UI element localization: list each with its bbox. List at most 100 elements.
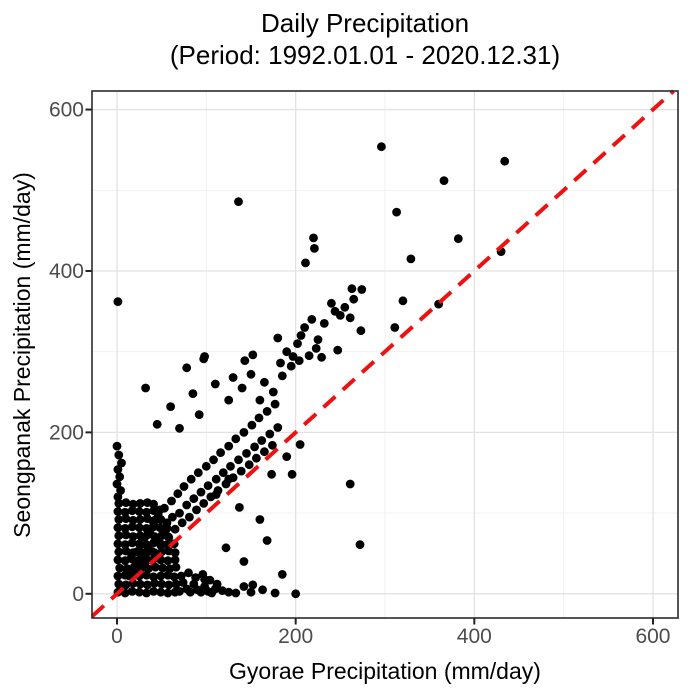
data-point [175, 587, 184, 596]
data-point [231, 434, 241, 444]
data-point [273, 423, 283, 432]
data-point [134, 523, 144, 532]
data-point [248, 350, 258, 360]
x-tick-label: 200 [278, 625, 313, 648]
data-point [231, 588, 241, 598]
data-point [114, 531, 124, 541]
data-point [201, 461, 211, 471]
data-point [121, 530, 131, 540]
data-point [327, 298, 336, 308]
data-point [500, 156, 510, 166]
data-point [390, 323, 400, 332]
data-point [293, 339, 302, 348]
data-point [188, 389, 198, 398]
data-point [117, 458, 126, 468]
data-point [301, 258, 310, 268]
data-point [291, 589, 301, 599]
data-point [113, 297, 123, 306]
data-point [127, 587, 137, 596]
data-point [260, 447, 269, 457]
data-point [114, 547, 124, 557]
y-axis-title: Seongpanak Precipitation (mm/day) [9, 172, 35, 538]
data-point [112, 441, 122, 451]
data-point [246, 587, 256, 597]
data-point [255, 395, 265, 405]
data-point [156, 541, 166, 550]
data-point [224, 395, 234, 405]
data-point [398, 296, 408, 306]
data-point [171, 562, 181, 572]
x-tick-label: 400 [457, 625, 492, 648]
data-point [128, 499, 138, 509]
data-point [216, 448, 226, 457]
data-point [453, 234, 463, 244]
data-point [270, 399, 280, 409]
data-point [191, 573, 201, 582]
data-point [199, 499, 209, 508]
data-point [135, 499, 145, 508]
y-tick-labels: 0 200 400 600 [49, 99, 84, 606]
data-point [268, 387, 278, 397]
data-point [156, 587, 166, 597]
data-point [357, 285, 367, 294]
data-point [137, 561, 147, 570]
data-point [166, 402, 176, 411]
data-point [235, 503, 244, 512]
data-point [121, 498, 131, 507]
data-point [113, 523, 123, 532]
data-point [158, 563, 168, 573]
data-point [246, 369, 256, 379]
data-point [189, 494, 199, 503]
data-point [142, 507, 151, 517]
data-point [439, 176, 449, 186]
data-point [150, 578, 159, 588]
data-point [254, 413, 264, 423]
data-point [355, 540, 365, 549]
y-tick-label: 400 [49, 260, 84, 283]
data-point [268, 440, 277, 450]
identity-dashed-line [90, 89, 675, 618]
data-point [179, 482, 189, 491]
y-tick-label: 600 [49, 99, 84, 122]
data-point [167, 496, 176, 506]
data-point [211, 474, 221, 484]
data-point [182, 363, 192, 373]
data-point [282, 452, 292, 461]
data-point [262, 536, 272, 545]
data-point [330, 306, 340, 316]
identity-line [90, 89, 675, 618]
data-point [340, 302, 350, 312]
data-point [160, 503, 169, 513]
data-point [114, 450, 124, 460]
data-point [134, 587, 144, 597]
data-point [239, 428, 249, 437]
data-point [145, 525, 155, 535]
data-point [240, 356, 250, 365]
x-tick-label: 600 [635, 625, 670, 648]
data-point [200, 352, 210, 361]
data-point [169, 572, 179, 582]
data-point [210, 379, 220, 389]
data-point [121, 546, 131, 556]
panel-border [91, 90, 679, 619]
data-point [157, 579, 167, 589]
data-point [163, 588, 173, 598]
data-point [113, 539, 123, 549]
data-point [313, 335, 323, 344]
data-point [128, 515, 138, 525]
data-point [196, 487, 206, 497]
data-point [170, 548, 180, 557]
data-point [176, 571, 186, 581]
data-point [152, 419, 162, 429]
data-point [300, 323, 309, 332]
data-point [347, 284, 357, 294]
data-point [203, 481, 213, 490]
data-point [120, 524, 130, 533]
data-point [277, 371, 287, 381]
scatter-points [112, 142, 510, 599]
data-point [209, 455, 218, 465]
data-point [345, 479, 355, 489]
data-point [247, 420, 257, 430]
y-tick-label: 200 [49, 421, 84, 444]
